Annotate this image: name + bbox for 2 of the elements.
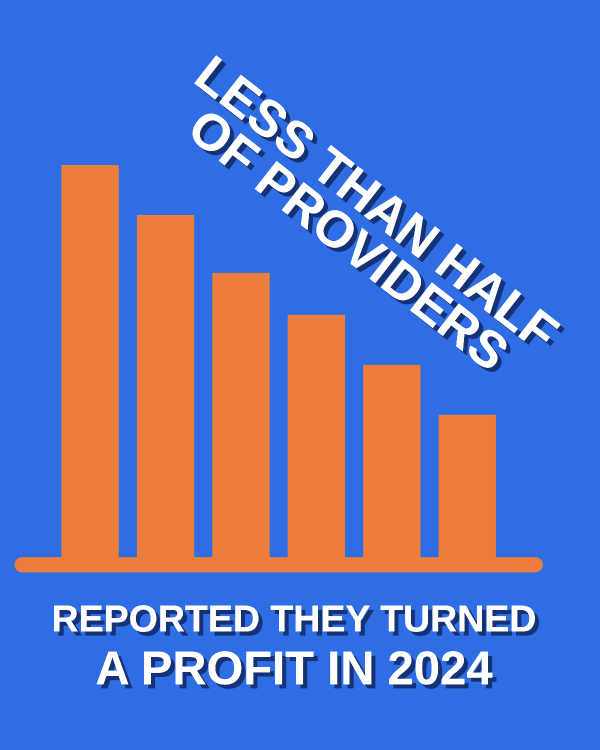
text: A PROFIT IN 2024 xyxy=(96,651,496,689)
text: REPORTED THEY TURNED xyxy=(54,605,539,636)
